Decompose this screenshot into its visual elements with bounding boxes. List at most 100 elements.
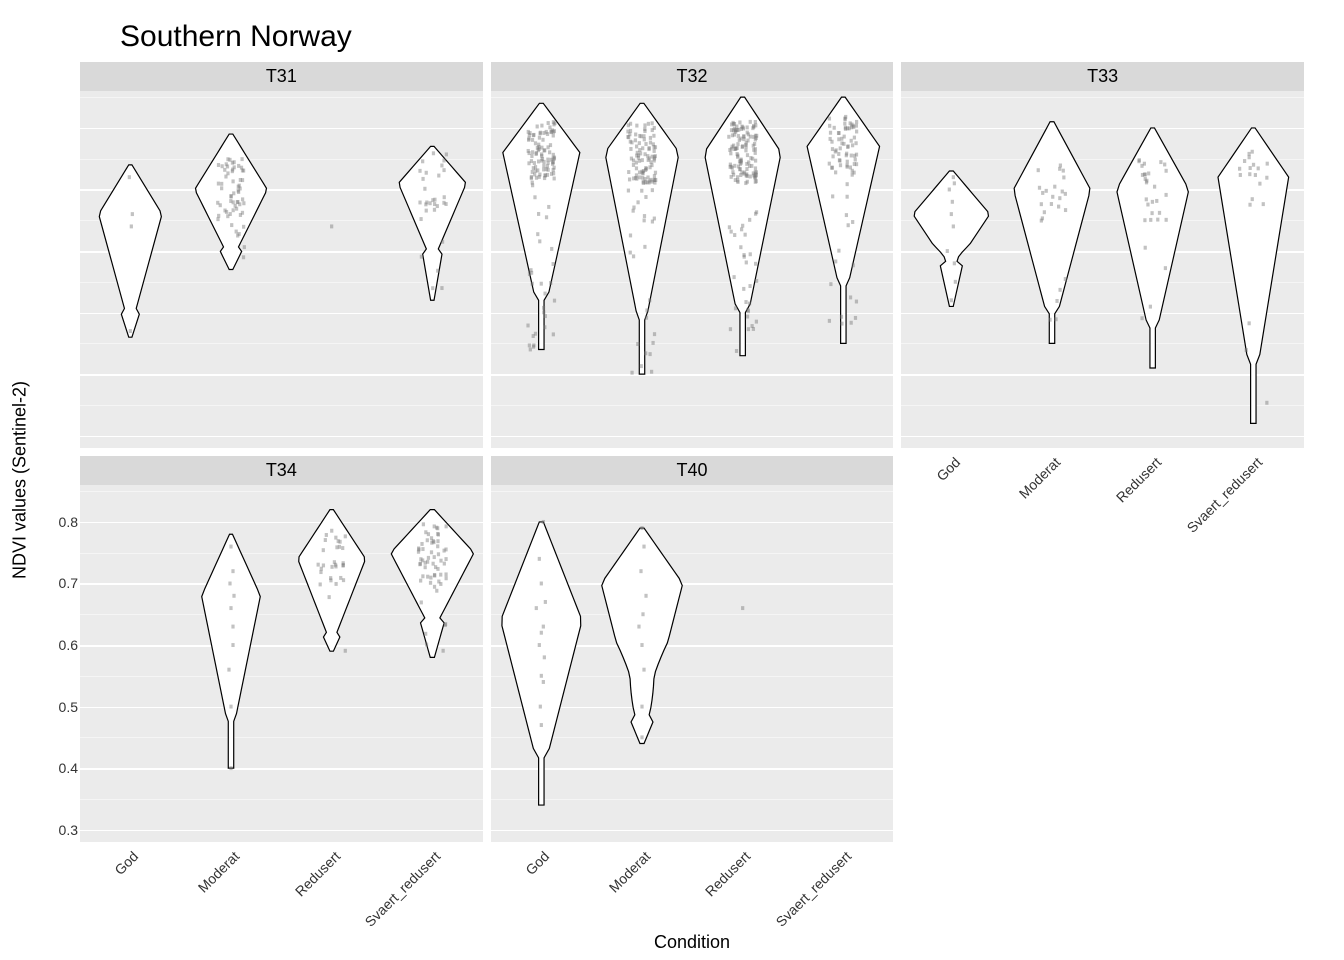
data-point: [748, 252, 751, 256]
data-point: [952, 224, 955, 228]
data-point: [425, 209, 428, 213]
y-axis-label: NDVI values (Sentinel-2): [10, 381, 31, 579]
data-point: [128, 175, 131, 179]
x-tick-label: Redusert: [1113, 454, 1164, 505]
data-point: [428, 201, 431, 205]
data-point: [854, 141, 857, 145]
data-point: [429, 576, 432, 580]
data-point: [744, 300, 747, 304]
data-point: [738, 162, 741, 166]
data-point: [851, 220, 854, 224]
data-point: [539, 282, 542, 286]
data-point: [953, 181, 956, 185]
data-point: [742, 287, 745, 291]
violin-Moderat: [601, 528, 681, 743]
data-point: [538, 131, 541, 135]
y-tick-label: 0.7: [38, 576, 78, 590]
data-point: [640, 189, 643, 193]
data-point: [649, 141, 652, 145]
data-point: [1147, 203, 1150, 207]
data-point: [444, 572, 447, 576]
x-tick-label: God: [522, 848, 552, 878]
data-point: [1144, 177, 1147, 181]
data-point: [341, 546, 344, 550]
data-point: [1238, 167, 1241, 171]
data-point: [542, 655, 545, 659]
data-point: [1141, 173, 1144, 177]
data-point: [640, 705, 643, 709]
x-axis-label: Condition: [80, 932, 1304, 953]
data-point: [319, 570, 322, 574]
data-point: [234, 204, 237, 208]
data-point: [831, 147, 834, 151]
data-point: [742, 137, 745, 141]
strip-T40: T40: [491, 456, 894, 485]
data-point: [1251, 197, 1254, 201]
data-point: [538, 705, 541, 709]
data-point: [551, 130, 554, 134]
data-point: [1064, 192, 1067, 196]
data-point: [855, 120, 858, 124]
data-point: [728, 327, 731, 331]
data-point: [849, 139, 852, 143]
data-point: [1059, 163, 1062, 167]
data-point: [1145, 180, 1148, 184]
data-point: [733, 233, 736, 237]
data-point: [741, 125, 744, 129]
data-point: [729, 151, 732, 155]
data-point: [728, 148, 731, 152]
data-point: [1165, 218, 1168, 222]
y-tick-label: 0.5: [38, 700, 78, 714]
x-tick-label: Moderat: [195, 848, 243, 896]
data-point: [437, 552, 440, 556]
data-point: [854, 300, 857, 304]
data-point: [1141, 316, 1144, 320]
data-point: [853, 154, 856, 158]
data-point: [844, 153, 847, 157]
data-point: [746, 132, 749, 136]
panel-svg: [491, 91, 894, 448]
data-point: [1063, 175, 1066, 179]
data-point: [229, 766, 232, 770]
data-point: [227, 668, 230, 672]
data-point: [444, 557, 447, 561]
data-point: [751, 327, 754, 331]
x-tick-label: Svaert_redusert: [362, 848, 444, 930]
data-point: [648, 352, 651, 356]
data-point: [1051, 195, 1054, 199]
y-tick-label: 0.6: [38, 638, 78, 652]
data-point: [539, 723, 542, 727]
data-point: [643, 123, 646, 127]
data-point: [238, 202, 241, 206]
data-point: [548, 150, 551, 154]
data-point: [219, 203, 222, 207]
data-point: [216, 217, 219, 221]
data-point: [551, 134, 554, 138]
data-point: [1245, 348, 1248, 352]
data-point: [632, 254, 635, 258]
data-point: [627, 170, 630, 174]
data-point: [334, 565, 337, 569]
data-point: [420, 600, 423, 604]
data-point: [744, 141, 747, 145]
data-point: [436, 567, 439, 571]
data-point: [1249, 166, 1252, 170]
data-point: [232, 208, 235, 212]
data-point: [440, 286, 443, 290]
data-point: [1249, 172, 1252, 176]
data-point: [417, 546, 420, 550]
data-point: [322, 563, 325, 567]
data-point: [745, 174, 748, 178]
data-point: [630, 371, 633, 375]
panel-svg: [80, 91, 483, 448]
data-point: [648, 136, 651, 140]
data-point: [529, 175, 532, 179]
data-point: [754, 262, 757, 266]
strip-T32: T32: [491, 62, 894, 91]
data-point: [1138, 159, 1141, 163]
data-point: [727, 225, 730, 229]
data-point: [231, 625, 234, 629]
data-point: [646, 154, 649, 158]
data-point: [432, 539, 435, 543]
data-point: [418, 201, 421, 205]
